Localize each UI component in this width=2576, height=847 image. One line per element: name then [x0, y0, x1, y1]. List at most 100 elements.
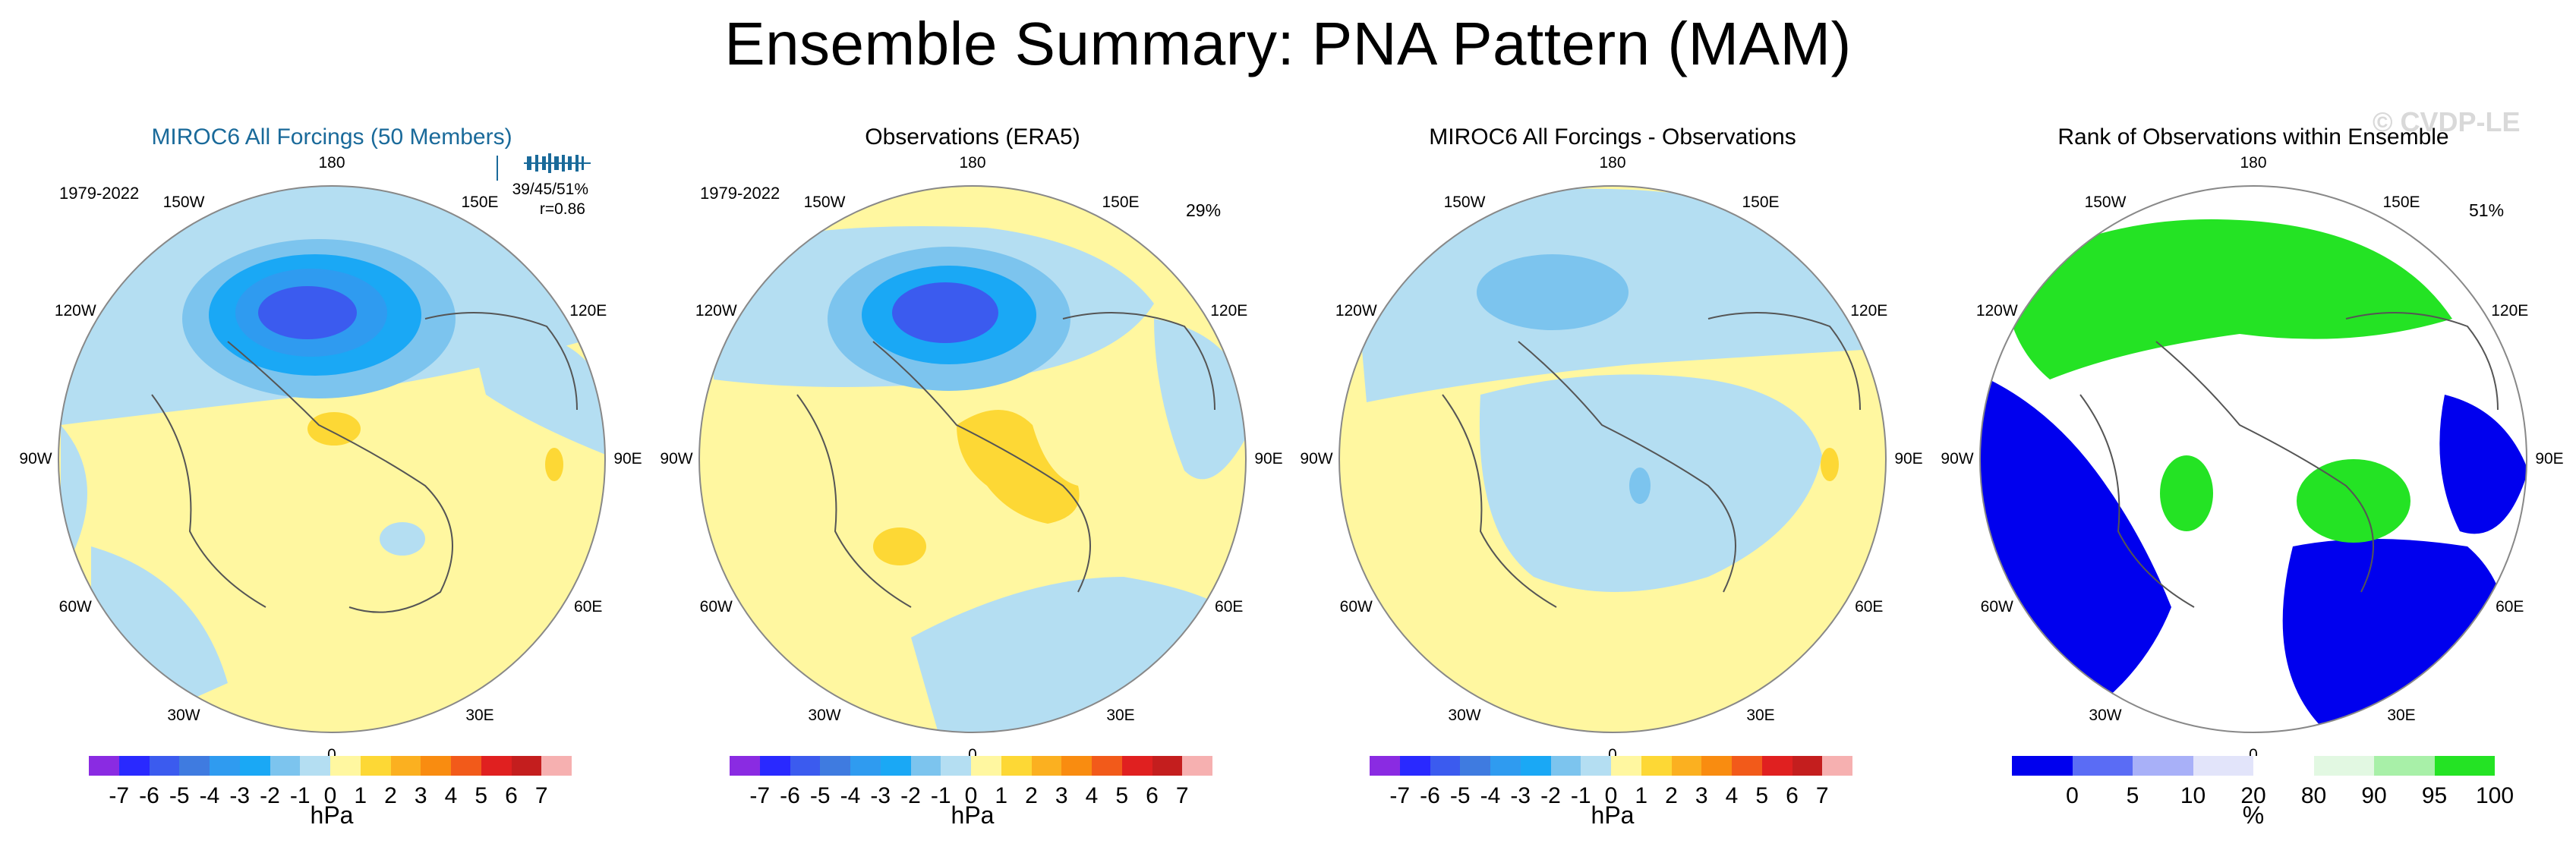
colorbar-tick-label: -2 — [900, 783, 921, 808]
colorbar-tick-label: 1 — [1635, 783, 1648, 808]
panel1-stats-line1: 39/45/51% — [512, 181, 588, 198]
colorbar-panel4 — [2012, 756, 2495, 776]
colorbar-swatch — [2072, 756, 2133, 776]
lon-label-0: 0 — [968, 746, 977, 764]
colorbar-tick-label: 3 — [1055, 783, 1068, 808]
colorbar-tick-label: 7 — [1815, 783, 1829, 808]
colorbar-swatch — [1761, 756, 1792, 776]
colorbar-swatch — [2193, 756, 2253, 776]
colorbar-tick-label: 2 — [1025, 783, 1038, 808]
lon-label-90w: 90W — [1941, 450, 1974, 468]
lon-label-60e: 60E — [1855, 598, 1884, 616]
map-panel-1 — [58, 186, 605, 732]
lon-label-60e: 60E — [1215, 598, 1244, 616]
panel2-title: Observations (ERA5) — [865, 124, 1080, 150]
lon-label-90e: 90E — [613, 450, 642, 468]
map3-coastline-c — [1707, 312, 1861, 411]
colorbar-swatch — [1092, 756, 1122, 776]
map1-east-negative — [471, 331, 605, 455]
colorbar-swatch — [880, 756, 911, 776]
colorbar-swatch — [1792, 756, 1823, 776]
lon-label-120e: 120E — [1850, 302, 1888, 320]
lon-label-60w: 60W — [1339, 598, 1373, 616]
lon-label-180: 180 — [2240, 154, 2267, 172]
map1-arctic-positive — [307, 412, 361, 446]
colorbar-swatch — [1430, 756, 1461, 776]
colorbar-swatch — [1121, 756, 1152, 776]
colorbar-tick-label: 5 — [2126, 783, 2139, 808]
colorbar-swatch — [2374, 756, 2435, 776]
map3-atlantic-positive — [1821, 448, 1839, 481]
lon-label-30w: 30W — [167, 706, 200, 724]
map3-pacific-contour — [1477, 254, 1629, 330]
lon-label-90w: 90W — [1300, 450, 1333, 468]
colorbar-swatch — [1671, 756, 1702, 776]
colorbar-tick-label: 4 — [1725, 783, 1739, 808]
colorbar-swatch — [910, 756, 941, 776]
colorbar-swatch — [481, 756, 512, 776]
map4-coastline-b — [2079, 394, 2195, 608]
colorbar-swatch — [1611, 756, 1641, 776]
figure-title: Ensemble Summary: PNA Pattern (MAM) — [724, 10, 1852, 77]
lon-label-0: 0 — [327, 746, 336, 764]
colorbar-swatch — [149, 756, 180, 776]
map2-coastline-a — [872, 341, 1091, 593]
panel1-unit: hPa — [310, 801, 354, 829]
colorbar-tick-label: -2 — [1540, 783, 1561, 808]
colorbar-tick-label: 100 — [2475, 783, 2515, 808]
lon-label-120e: 120E — [569, 302, 607, 320]
map-panel-3 — [1339, 186, 1886, 732]
colorbar-tick-label: 1 — [995, 783, 1008, 808]
colorbar-swatch — [2133, 756, 2193, 776]
lon-label-150w: 150W — [2084, 194, 2127, 212]
colorbar-swatch — [270, 756, 301, 776]
colorbar-swatch — [2434, 756, 2495, 776]
colorbar-swatch — [210, 756, 240, 776]
map3-arctic-contour — [1629, 468, 1651, 504]
map1-contour-5 — [258, 286, 357, 339]
colorbar-swatch — [1399, 756, 1430, 776]
colorbar-tick-label: 5 — [475, 783, 488, 808]
colorbar-tick-label: -6 — [1420, 783, 1440, 808]
lon-label-90w: 90W — [19, 450, 52, 468]
panel1-stats-line2: r=0.86 — [539, 200, 585, 218]
colorbar-swatch — [2253, 756, 2314, 776]
lon-label-30w: 30W — [808, 706, 841, 724]
colorbar-swatch — [1370, 756, 1400, 776]
colorbar-tick-label: -2 — [260, 783, 280, 808]
colorbar-swatch — [1182, 756, 1212, 776]
colorbar-swatch — [1581, 756, 1611, 776]
lon-label-90e: 90E — [1894, 450, 1923, 468]
map2-coastline-b — [796, 394, 912, 608]
colorbar-tick-label: -7 — [109, 783, 130, 808]
map4-green-center — [2297, 459, 2410, 543]
colorbar-tick-label: 6 — [505, 783, 518, 808]
map1-coastline-a — [227, 341, 453, 613]
colorbar-tick-label: -7 — [749, 783, 771, 808]
watermark: © CVDP-LE — [2373, 106, 2521, 137]
map4-green-north — [2004, 219, 2452, 379]
lon-label-150e: 150E — [2382, 194, 2420, 212]
colorbar-swatch — [1031, 756, 1062, 776]
lon-label-30e: 30E — [465, 706, 494, 724]
colorbar-tick-label: 3 — [414, 783, 427, 808]
lon-label-60w: 60W — [1980, 598, 2013, 616]
colorbar-swatch — [390, 756, 421, 776]
lon-label-120e: 120E — [1210, 302, 1248, 320]
colorbar-panel2 — [730, 756, 1212, 776]
colorbar-tick-label: -4 — [840, 783, 861, 808]
lon-label-150e: 150E — [461, 194, 499, 212]
colorbar-swatch — [1550, 756, 1581, 776]
colorbar-swatch — [820, 756, 850, 776]
lon-label-150e: 150E — [1102, 194, 1140, 212]
colorbar-swatch — [2313, 756, 2374, 776]
map4-green-small — [2160, 455, 2213, 531]
colorbar-tick-label: 95 — [2421, 783, 2448, 808]
map-panel-2 — [699, 186, 1246, 732]
colorbar-tick-label: -7 — [1389, 783, 1411, 808]
lon-label-150w: 150W — [803, 194, 846, 212]
map2-contour-4 — [892, 282, 998, 343]
colorbar-swatch — [850, 756, 881, 776]
lon-label-180: 180 — [1599, 154, 1626, 172]
colorbar-tick-label: 20 — [2240, 783, 2266, 808]
